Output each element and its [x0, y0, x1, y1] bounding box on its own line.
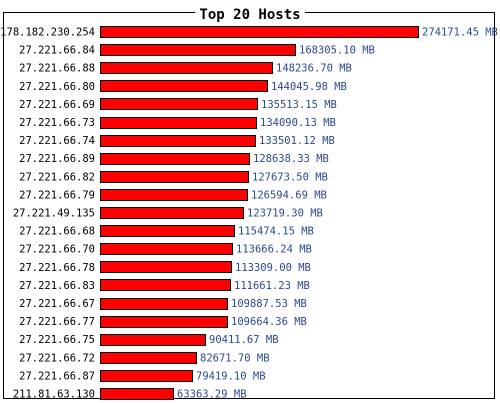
value-label: 115474.15 MB — [238, 226, 314, 238]
host-label: 178.182.230.254 — [0, 27, 95, 39]
host-label: 27.221.66.74 — [19, 135, 95, 147]
value-label: 135513.15 MB — [261, 99, 337, 111]
host-label: 27.221.66.68 — [19, 226, 95, 238]
value-label: 109887.53 MB — [231, 298, 307, 310]
host-bar — [100, 207, 244, 219]
host-bar — [100, 98, 258, 110]
host-label: 27.221.66.89 — [19, 153, 95, 165]
host-label: 27.221.66.73 — [19, 117, 95, 129]
value-label: 123719.30 MB — [247, 208, 323, 220]
host-label: 27.221.66.84 — [19, 45, 95, 57]
value-label: 82671.70 MB — [200, 352, 270, 364]
host-label: 27.221.66.70 — [19, 244, 95, 256]
host-label: 27.221.66.79 — [19, 189, 95, 201]
value-label: 79419.10 MB — [196, 370, 266, 382]
value-label: 274171.45 MB — [422, 27, 498, 39]
value-label: 90411.67 MB — [209, 334, 279, 346]
value-label: 168305.10 MB — [299, 45, 375, 57]
host-label: 27.221.66.67 — [19, 298, 95, 310]
host-bar — [100, 189, 248, 201]
host-label: 27.221.66.75 — [19, 334, 95, 346]
host-label: 27.221.49.135 — [13, 208, 95, 220]
host-bar — [100, 62, 273, 74]
host-bar — [100, 316, 228, 328]
host-bar — [100, 279, 231, 291]
host-bar — [100, 388, 174, 400]
host-bar — [100, 80, 268, 92]
host-bar — [100, 352, 197, 364]
host-label: 27.221.66.77 — [19, 316, 95, 328]
value-label: 113666.24 MB — [236, 244, 312, 256]
value-label: 113309.00 MB — [235, 262, 311, 274]
host-bar — [100, 135, 256, 147]
host-label: 27.221.66.88 — [19, 63, 95, 75]
host-bar — [100, 334, 206, 346]
host-bar — [100, 225, 235, 237]
host-label: 27.221.66.82 — [19, 171, 95, 183]
value-label: 127673.50 MB — [252, 171, 328, 183]
value-label: 126594.69 MB — [251, 189, 327, 201]
host-bar — [100, 26, 419, 38]
host-bar — [100, 44, 296, 56]
value-label: 111661.23 MB — [234, 280, 310, 292]
host-label: 27.221.66.83 — [19, 280, 95, 292]
host-bar — [100, 153, 250, 165]
host-bar — [100, 243, 233, 255]
host-label: 211.81.63.130 — [13, 389, 95, 401]
host-label: 27.221.66.69 — [19, 99, 95, 111]
host-bar — [100, 261, 232, 273]
host-bar — [100, 370, 193, 382]
value-label: 134090.13 MB — [260, 117, 336, 129]
host-bar — [100, 298, 228, 310]
value-label: 63363.29 MB — [177, 389, 247, 401]
host-bar — [100, 117, 257, 129]
value-label: 148236.70 MB — [276, 63, 352, 75]
host-label: 27.221.66.72 — [19, 352, 95, 364]
value-label: 133501.12 MB — [259, 135, 335, 147]
value-label: 144045.98 MB — [271, 81, 347, 93]
host-label: 27.221.66.78 — [19, 262, 95, 274]
value-label: 128638.33 MB — [253, 153, 329, 165]
host-label: 27.221.66.87 — [19, 370, 95, 382]
host-bar — [100, 171, 249, 183]
host-label: 27.221.66.80 — [19, 81, 95, 93]
value-label: 109664.36 MB — [231, 316, 307, 328]
